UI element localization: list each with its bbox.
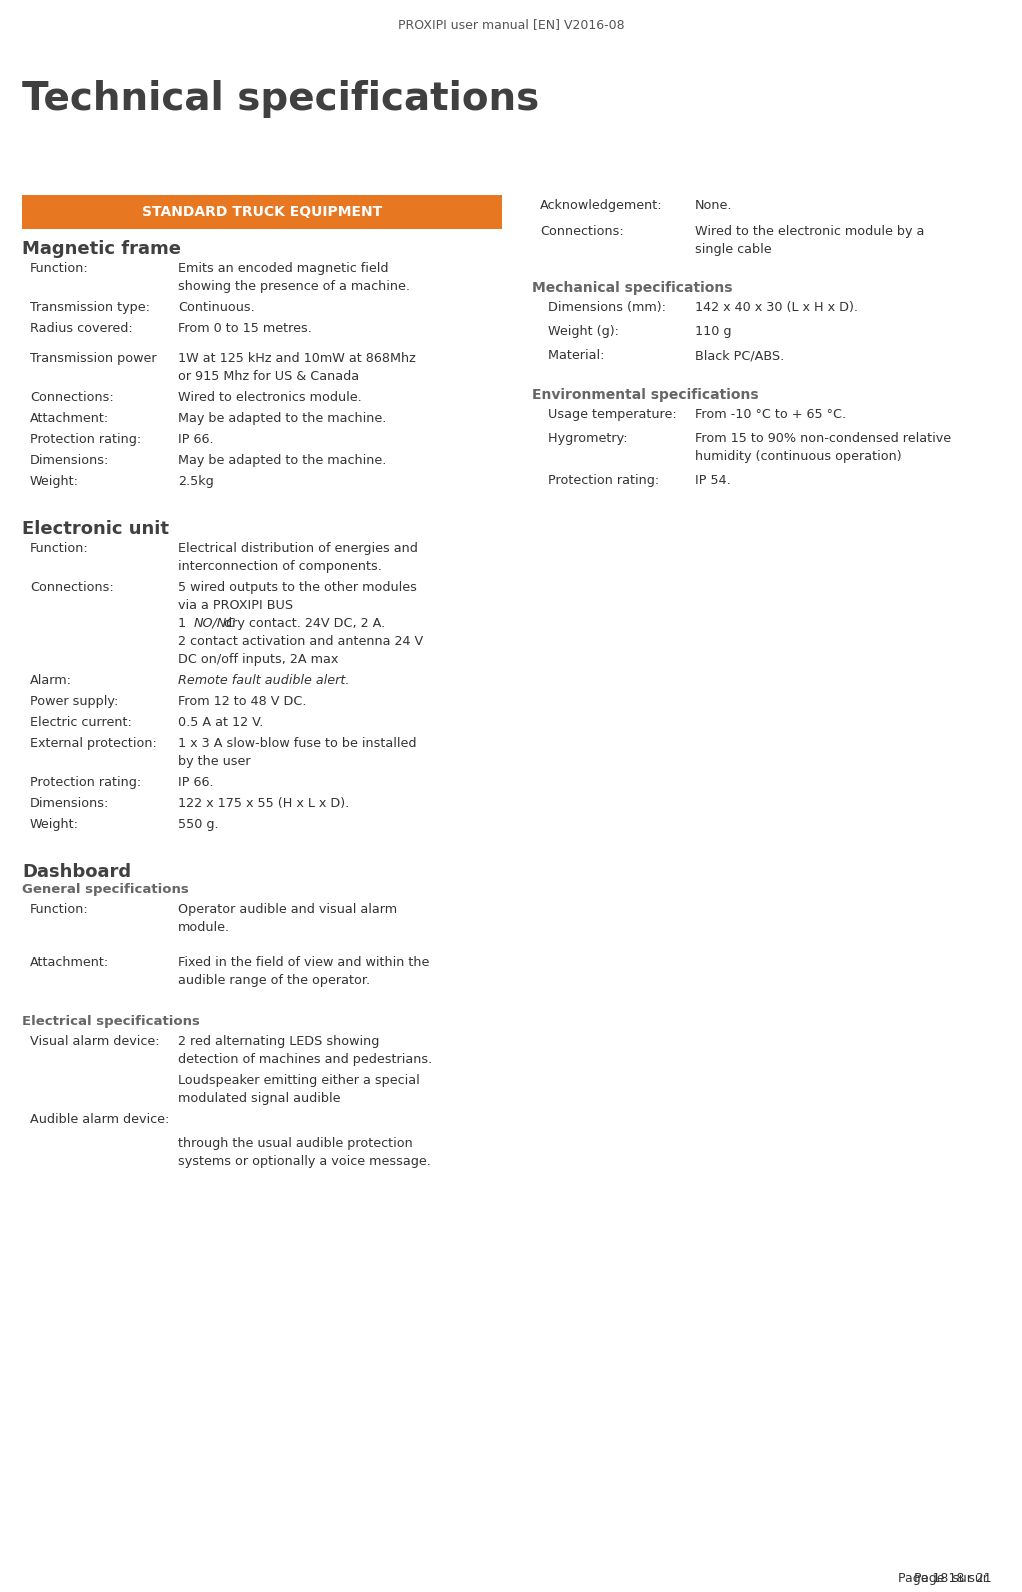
Text: Technical specifications: Technical specifications	[22, 80, 540, 118]
Text: Remote fault audible alert.: Remote fault audible alert.	[178, 673, 350, 688]
Text: Protection rating:: Protection rating:	[540, 474, 659, 487]
Text: NO/NC: NO/NC	[193, 618, 236, 630]
Text: Emits an encoded magnetic field: Emits an encoded magnetic field	[178, 263, 388, 275]
Text: Dashboard: Dashboard	[22, 863, 131, 880]
Text: None.: None.	[695, 199, 733, 212]
Text: Material:: Material:	[540, 349, 604, 363]
Text: systems or optionally a voice message.: systems or optionally a voice message.	[178, 1154, 431, 1167]
Text: Page 18 sur 21: Page 18 sur 21	[898, 1571, 992, 1586]
Text: Visual alarm device:: Visual alarm device:	[30, 1035, 159, 1048]
Text: Alarm:: Alarm:	[30, 673, 72, 688]
Text: by the user: by the user	[178, 755, 250, 767]
Text: From 15 to 90% non-condensed relative: From 15 to 90% non-condensed relative	[695, 431, 951, 444]
Text: Dimensions:: Dimensions:	[30, 454, 109, 466]
Text: interconnection of components.: interconnection of components.	[178, 560, 382, 573]
Text: dry contact. 24V DC, 2 A.: dry contact. 24V DC, 2 A.	[220, 618, 385, 630]
Text: May be adapted to the machine.: May be adapted to the machine.	[178, 412, 386, 425]
Text: Magnetic frame: Magnetic frame	[22, 240, 181, 258]
Text: humidity (continuous operation): humidity (continuous operation)	[695, 451, 901, 463]
Text: 2 red alternating LEDS showing: 2 red alternating LEDS showing	[178, 1035, 379, 1048]
Text: Black PC/ABS.: Black PC/ABS.	[695, 349, 784, 363]
Text: Power supply:: Power supply:	[30, 696, 119, 708]
Text: Electronic unit: Electronic unit	[22, 521, 169, 538]
Text: 2 contact activation and antenna 24 V: 2 contact activation and antenna 24 V	[178, 635, 423, 648]
Text: Function:: Function:	[30, 263, 89, 275]
Text: Weight:: Weight:	[30, 474, 79, 489]
Text: Page 18 sur: Page 18 sur	[914, 1571, 992, 1586]
Text: IP 54.: IP 54.	[695, 474, 731, 487]
Text: Function:: Function:	[30, 903, 89, 915]
Text: modulated signal audible: modulated signal audible	[178, 1092, 340, 1105]
Text: 0.5 A at 12 V.: 0.5 A at 12 V.	[178, 716, 264, 729]
Text: Attachment:: Attachment:	[30, 412, 109, 425]
Text: Connections:: Connections:	[30, 392, 113, 404]
Text: Hygrometry:: Hygrometry:	[540, 431, 628, 444]
Text: Connections:: Connections:	[30, 581, 113, 594]
Text: 142 x 40 x 30 (L x H x D).: 142 x 40 x 30 (L x H x D).	[695, 301, 858, 314]
Text: STANDARD TRUCK EQUIPMENT: STANDARD TRUCK EQUIPMENT	[142, 205, 382, 220]
Text: via a PROXIPI BUS: via a PROXIPI BUS	[178, 599, 293, 611]
Text: 2.5kg: 2.5kg	[178, 474, 214, 489]
Text: 122 x 175 x 55 (H x L x D).: 122 x 175 x 55 (H x L x D).	[178, 798, 350, 810]
Text: through the usual audible protection: through the usual audible protection	[178, 1137, 413, 1149]
Text: General specifications: General specifications	[22, 884, 189, 896]
Text: From 12 to 48 V DC.: From 12 to 48 V DC.	[178, 696, 307, 708]
Text: 1W at 125 kHz and 10mW at 868Mhz: 1W at 125 kHz and 10mW at 868Mhz	[178, 352, 416, 365]
Text: Fixed in the field of view and within the: Fixed in the field of view and within th…	[178, 957, 429, 970]
Text: Attachment:: Attachment:	[30, 957, 109, 970]
Text: Continuous.: Continuous.	[178, 301, 254, 314]
Text: IP 66.: IP 66.	[178, 433, 214, 446]
Text: Mechanical specifications: Mechanical specifications	[532, 282, 733, 296]
Text: Wired to electronics module.: Wired to electronics module.	[178, 392, 362, 404]
Text: External protection:: External protection:	[30, 737, 156, 750]
Text: Transmission type:: Transmission type:	[30, 301, 150, 314]
Text: 5 wired outputs to the other modules: 5 wired outputs to the other modules	[178, 581, 417, 594]
Text: Loudspeaker emitting either a special: Loudspeaker emitting either a special	[178, 1073, 420, 1087]
Text: Weight (g):: Weight (g):	[540, 325, 619, 339]
Text: 550 g.: 550 g.	[178, 818, 219, 831]
Text: From -10 °C to + 65 °C.: From -10 °C to + 65 °C.	[695, 408, 846, 420]
Text: Protection rating:: Protection rating:	[30, 775, 141, 790]
Text: Connections:: Connections:	[540, 224, 623, 237]
Text: Radius covered:: Radius covered:	[30, 322, 133, 334]
Text: Environmental specifications: Environmental specifications	[532, 388, 758, 401]
Text: Usage temperature:: Usage temperature:	[540, 408, 677, 420]
Text: audible range of the operator.: audible range of the operator.	[178, 974, 370, 987]
Text: PROXIPI user manual [EN] V2016-08: PROXIPI user manual [EN] V2016-08	[398, 18, 624, 30]
Text: Protection rating:: Protection rating:	[30, 433, 141, 446]
Bar	[22, 194, 502, 229]
Text: Electric current:: Electric current:	[30, 716, 132, 729]
Text: From 0 to 15 metres.: From 0 to 15 metres.	[178, 322, 312, 334]
Text: Dimensions:: Dimensions:	[30, 798, 109, 810]
Text: 1 x 3 A slow-blow fuse to be installed: 1 x 3 A slow-blow fuse to be installed	[178, 737, 417, 750]
Text: Wired to the electronic module by a: Wired to the electronic module by a	[695, 224, 924, 237]
Text: Function:: Function:	[30, 541, 89, 556]
Text: Weight:: Weight:	[30, 818, 79, 831]
Text: Electrical distribution of energies and: Electrical distribution of energies and	[178, 541, 418, 556]
Text: module.: module.	[178, 922, 230, 935]
Text: showing the presence of a machine.: showing the presence of a machine.	[178, 280, 410, 293]
Text: Operator audible and visual alarm: Operator audible and visual alarm	[178, 903, 398, 915]
Text: Audible alarm device:: Audible alarm device:	[30, 1113, 170, 1126]
Text: Acknowledgement:: Acknowledgement:	[540, 199, 662, 212]
Text: Dimensions (mm):: Dimensions (mm):	[540, 301, 666, 314]
Text: detection of machines and pedestrians.: detection of machines and pedestrians.	[178, 1052, 432, 1065]
Text: IP 66.: IP 66.	[178, 775, 214, 790]
Text: 1: 1	[178, 618, 192, 630]
Text: Electrical specifications: Electrical specifications	[22, 1014, 200, 1027]
Text: Transmission power: Transmission power	[30, 352, 156, 365]
Text: or 915 Mhz for US & Canada: or 915 Mhz for US & Canada	[178, 369, 359, 384]
Text: DC on/off inputs, 2A max: DC on/off inputs, 2A max	[178, 653, 338, 665]
Text: 110 g: 110 g	[695, 325, 732, 339]
Text: May be adapted to the machine.: May be adapted to the machine.	[178, 454, 386, 466]
Text: single cable: single cable	[695, 244, 772, 256]
